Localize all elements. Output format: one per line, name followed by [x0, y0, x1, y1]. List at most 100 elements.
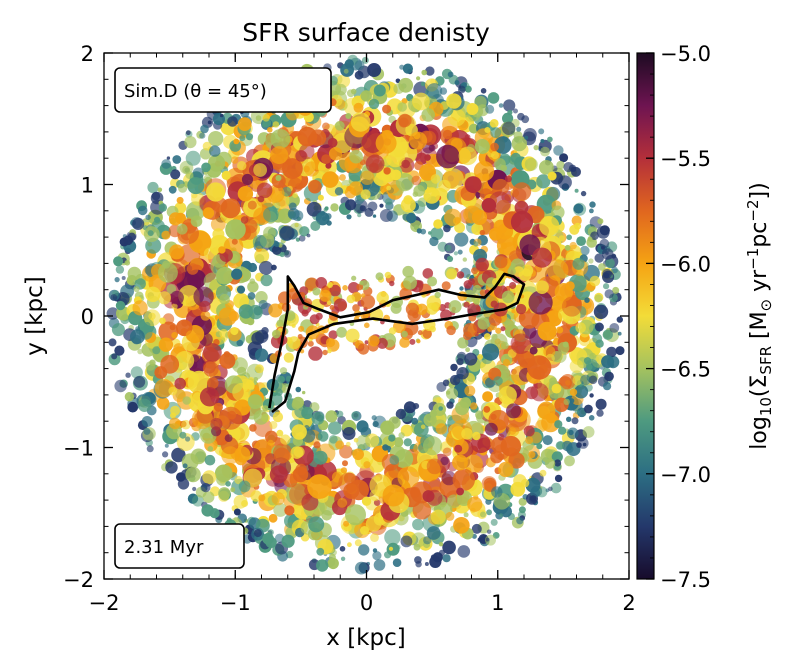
sfr-blob: [208, 131, 224, 147]
sfr-blob: [170, 405, 181, 416]
sfr-blob: [144, 321, 151, 329]
sfr-blob: [157, 187, 163, 193]
sfr-blob: [327, 557, 339, 570]
sfr-blob: [265, 536, 277, 549]
sfr-blob: [202, 141, 212, 151]
sfr-blob: [334, 187, 344, 196]
sfr-blob: [576, 236, 586, 247]
sfr-blob: [535, 280, 549, 295]
sfr-blob: [550, 482, 562, 494]
sfr-blob: [147, 230, 154, 237]
sfr-blob: [511, 135, 527, 152]
sfr-blob: [462, 257, 467, 262]
sfr-blob: [273, 447, 290, 464]
sfr-blob: [358, 544, 370, 556]
sfr-blob: [416, 303, 428, 315]
sfr-blob: [375, 272, 384, 281]
sfr-blob: [442, 379, 450, 387]
sfr-blob: [179, 473, 187, 480]
sfr-blob: [364, 322, 370, 329]
sfr-blob: [348, 181, 363, 196]
sfr-blob: [352, 448, 365, 461]
sfr-blob: [490, 127, 502, 138]
sfr-blob: [364, 207, 374, 217]
sfr-blob: [382, 484, 405, 507]
sfr-blob: [436, 397, 442, 403]
sfr-blob: [556, 326, 564, 334]
sfr-blob: [165, 461, 178, 474]
sfr-blob: [572, 375, 583, 386]
sfr-blob: [329, 305, 335, 310]
sfr-blob: [343, 520, 350, 527]
sfr-blob: [201, 504, 214, 517]
sfr-blob: [589, 352, 596, 360]
sfr-blob: [575, 322, 586, 334]
sfr-blob: [448, 300, 462, 314]
sfr-blob: [361, 293, 366, 298]
sfr-blob: [304, 161, 320, 177]
sfr-blob: [292, 396, 305, 409]
sfr-blob: [200, 310, 211, 321]
sfr-blob: [389, 280, 395, 287]
sfr-blob: [471, 523, 482, 534]
sfr-blob: [170, 169, 181, 180]
sfr-blob: [110, 294, 118, 301]
sfr-blob: [502, 121, 516, 135]
sfr-blob: [428, 479, 442, 493]
sfr-blob: [515, 303, 527, 315]
sfr-blob: [329, 435, 338, 444]
sfr-blob: [321, 154, 331, 165]
y-axis-ticks: −2 −1 0 1 2: [63, 42, 629, 592]
sfr-blob: [176, 223, 188, 235]
sfr-blob: [566, 416, 572, 422]
y-tick-label: 1: [81, 174, 94, 198]
sfr-blob: [141, 416, 153, 427]
sfr-blob: [546, 259, 569, 281]
sfr-blob: [438, 542, 444, 547]
sfr-blob: [429, 555, 442, 569]
sfr-blob: [310, 221, 321, 231]
sfr-blob: [360, 90, 372, 102]
sfr-blob: [612, 286, 620, 294]
sfr-blob: [319, 289, 332, 302]
sfr-blob: [588, 415, 595, 421]
sfr-blob: [190, 215, 203, 227]
sfr-blob: [121, 276, 126, 280]
sfr-blob: [273, 502, 288, 517]
sfr-blob: [372, 548, 378, 553]
sfr-blob: [219, 352, 236, 369]
sfr-blob: [500, 326, 506, 332]
sfr-blob: [133, 286, 140, 293]
sfr-blob: [169, 244, 185, 260]
sfr-blob: [416, 339, 421, 344]
sfr-blob: [114, 277, 120, 283]
sfr-blob: [482, 391, 493, 402]
sfr-blob: [328, 330, 338, 340]
sfr-blob: [416, 76, 421, 81]
sfr-blob: [456, 367, 469, 380]
sfr-blob: [445, 244, 452, 252]
sfr-blob: [573, 203, 584, 214]
sfr-blob: [249, 424, 257, 432]
sfr-blob: [459, 286, 464, 291]
sfr-blob: [485, 498, 492, 505]
sfr-blob: [344, 59, 354, 69]
sfr-blob: [316, 547, 325, 556]
sfr-blob: [171, 332, 178, 339]
sfr-blob: [298, 235, 306, 242]
sfr-blob: [475, 257, 490, 272]
sfr-blob: [203, 272, 222, 291]
sfr-blob: [521, 115, 530, 124]
sfr-blob: [192, 486, 197, 492]
sfr-blob: [471, 267, 479, 275]
sfr-blob: [171, 303, 178, 310]
sfr-blob: [388, 416, 401, 429]
sfr-blob: [611, 266, 618, 274]
sfr-blob: [459, 397, 472, 409]
sfr-blob: [203, 247, 216, 260]
sfr-blob: [500, 341, 509, 350]
sfr-blob: [253, 529, 262, 538]
sfr-blob: [487, 92, 500, 104]
sfr-blob: [132, 217, 145, 230]
sfr-blob: [345, 504, 366, 526]
